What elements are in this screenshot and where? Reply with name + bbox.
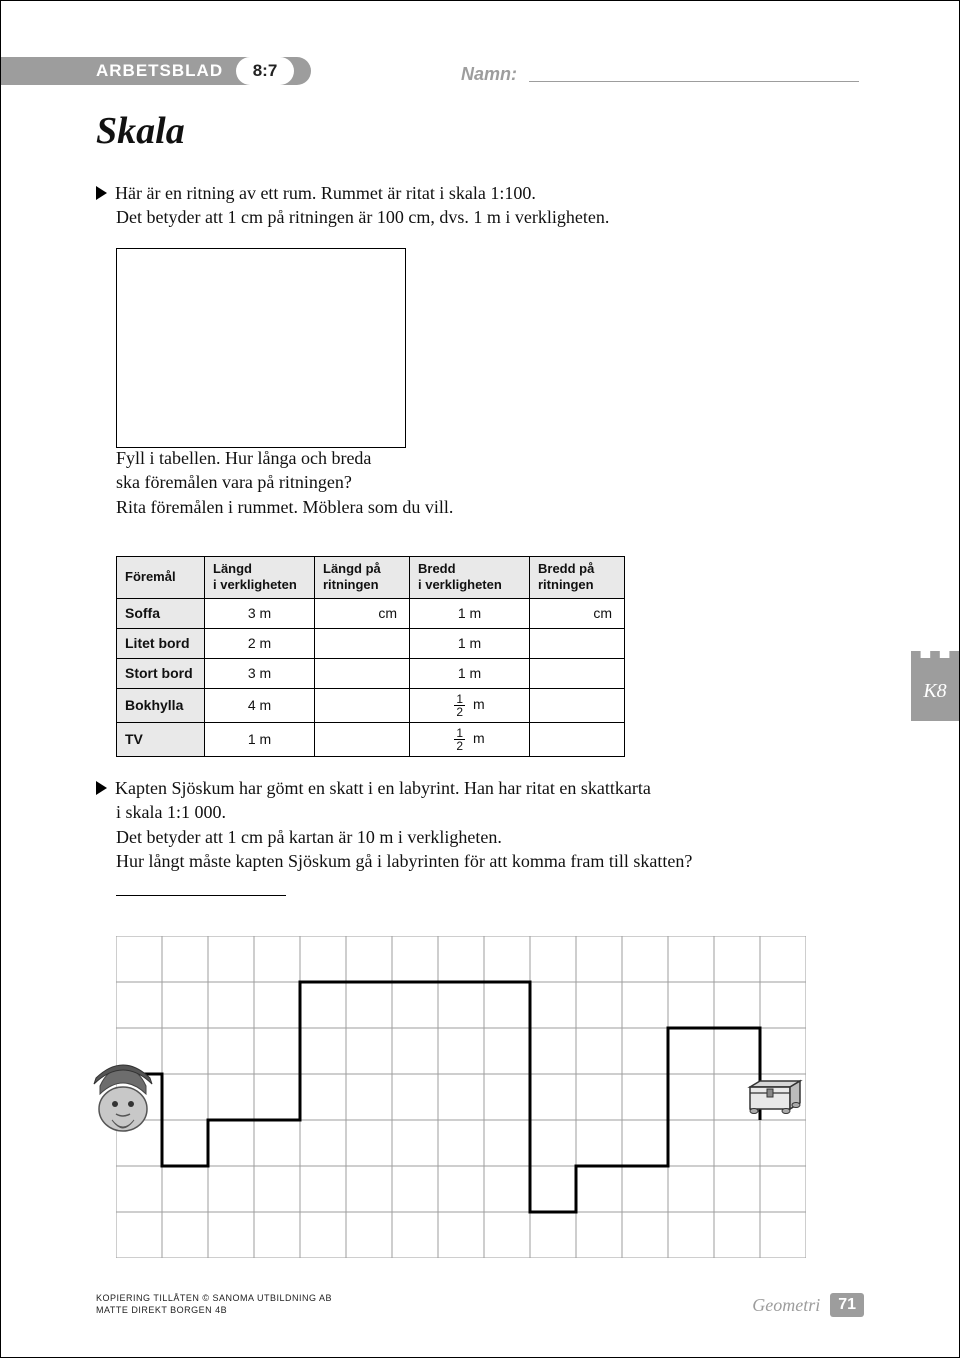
answer-cell[interactable]: cm (530, 598, 625, 628)
section-1: Här är en ritning av ett rum. Rummet är … (96, 181, 696, 448)
table-row-name: TV (117, 722, 205, 756)
treasure-chest-icon (746, 1071, 804, 1115)
section-1-instructions: Fyll i tabellen. Hur långa och breda ska… (96, 446, 696, 519)
answer-cell[interactable] (530, 658, 625, 688)
answer-cell[interactable] (530, 628, 625, 658)
copyright: KOPIERING TILLÅTEN © SANOMA UTBILDNING A… (96, 1292, 332, 1317)
table-row-name: Stort bord (117, 658, 205, 688)
answer-cell[interactable] (315, 688, 410, 722)
worksheet-number: 8:7 (253, 61, 278, 81)
task-1-text: Här är en ritning av ett rum. Rummet är … (96, 181, 696, 205)
section-2: Kapten Sjöskum har gömt en skatt i en la… (96, 776, 866, 896)
task-2-text: Kapten Sjöskum har gömt en skatt i en la… (96, 776, 866, 800)
name-label: Namn: (461, 64, 517, 85)
maze (116, 936, 866, 1256)
worksheet-label: ARBETSBLAD (96, 61, 223, 81)
task-1-text-line2: Det betyder att 1 cm på ritningen är 100… (96, 205, 696, 229)
page-number: 71 (830, 1293, 864, 1317)
header-banner: ARBETSBLAD 8:7 Namn: (1, 57, 959, 91)
bullet-icon (96, 186, 107, 200)
worksheet-page: ARBETSBLAD 8:7 Namn: Skala Här är en rit… (0, 0, 960, 1358)
table-row-name: Litet bord (117, 628, 205, 658)
pirate-icon (88, 1054, 158, 1134)
furniture-table: FöremålLängdi verklighetenLängd påritnin… (116, 556, 625, 757)
room-drawing-box[interactable] (116, 248, 406, 448)
chapter-tab: K8 (911, 661, 959, 721)
answer-cell[interactable] (530, 722, 625, 756)
bullet-icon (96, 781, 107, 795)
answer-cell[interactable] (315, 628, 410, 658)
answer-line[interactable] (116, 895, 286, 896)
answer-cell[interactable] (315, 658, 410, 688)
page-footer: KOPIERING TILLÅTEN © SANOMA UTBILDNING A… (96, 1292, 864, 1317)
answer-cell[interactable] (530, 688, 625, 722)
page-title: Skala (96, 109, 185, 153)
worksheet-number-pill: 8:7 (236, 57, 294, 85)
subject-label: Geometri (752, 1295, 820, 1316)
answer-cell[interactable]: cm (315, 598, 410, 628)
table-row-name: Soffa (117, 598, 205, 628)
answer-cell[interactable] (315, 722, 410, 756)
name-input-line[interactable] (529, 81, 859, 82)
table-row-name: Bokhylla (117, 688, 205, 722)
